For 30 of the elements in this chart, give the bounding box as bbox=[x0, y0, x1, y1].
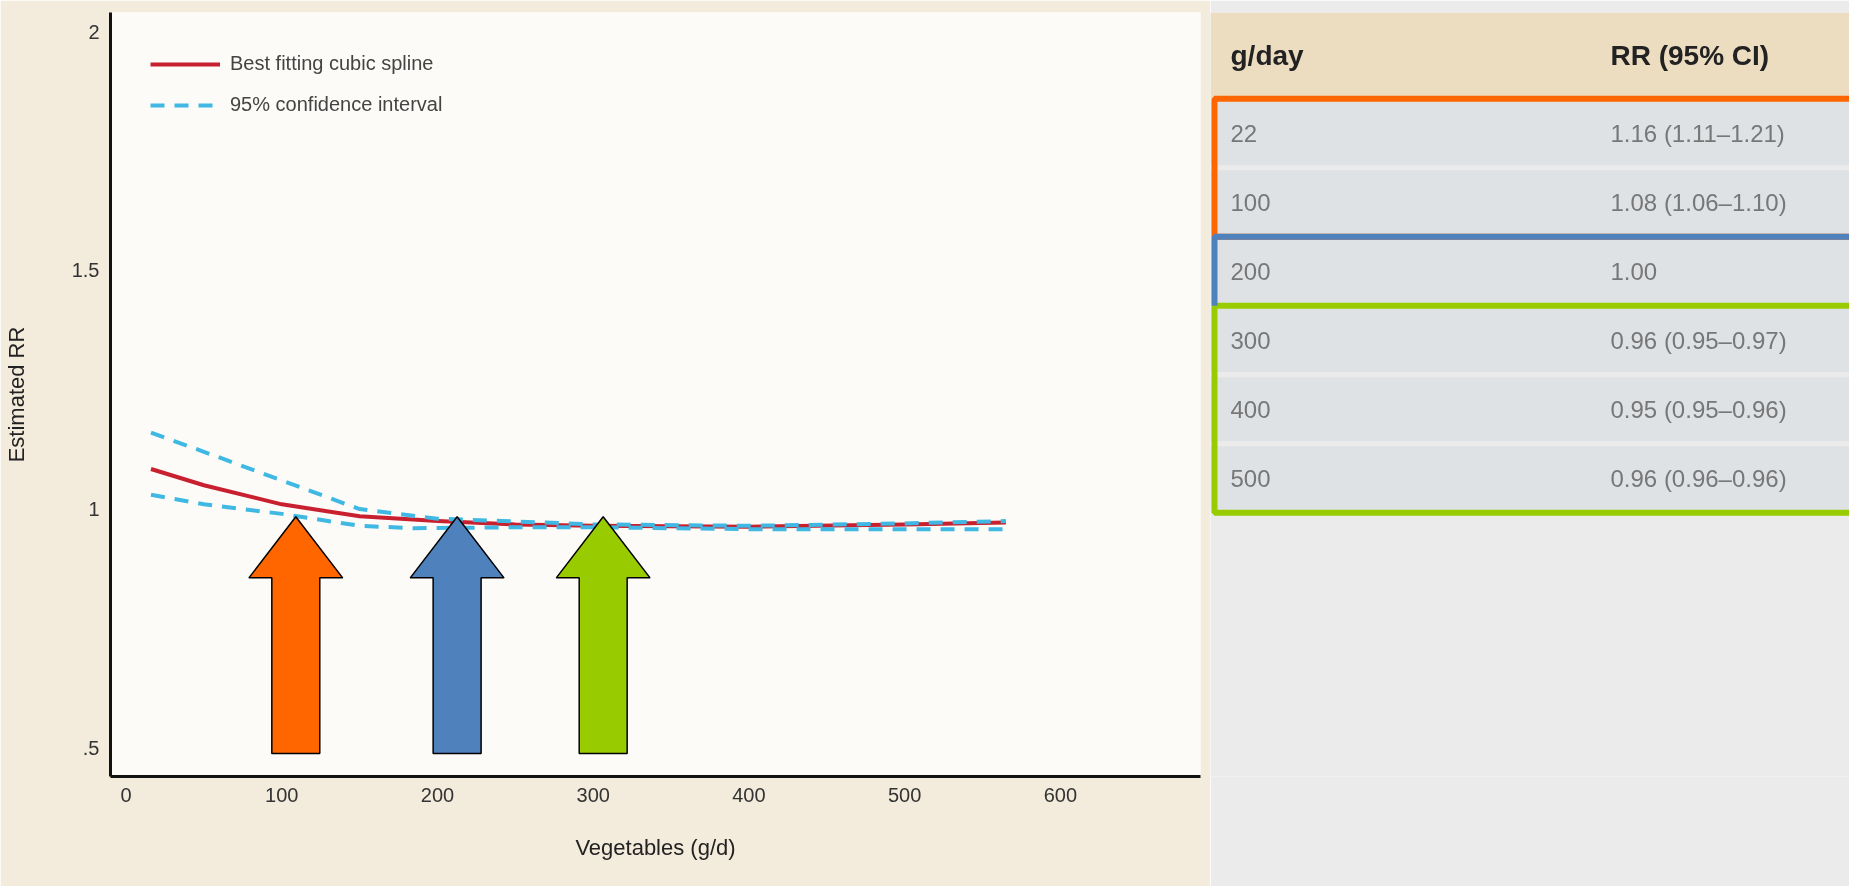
category-label: 300 bbox=[1230, 326, 1271, 354]
x-axis-title: Vegetables (g/d) bbox=[575, 834, 736, 860]
text: 1.08 (1.06–1.10) bbox=[1610, 188, 1787, 216]
text: 0.96 (0.96–0.96) bbox=[1610, 464, 1787, 492]
text: 0.96 (0.95–0.97) bbox=[1610, 326, 1787, 354]
text: 1.16 (1.11–1.21) bbox=[1610, 119, 1785, 147]
y-tick-label: 1 bbox=[88, 498, 100, 521]
text: RR (95% CI) bbox=[1610, 40, 1770, 72]
category-label: 200 bbox=[1230, 257, 1271, 285]
y-axis-title: Estimated RR bbox=[3, 326, 29, 463]
x-tick-label: 100 bbox=[265, 783, 299, 806]
y-tick-label: 1.5 bbox=[71, 259, 100, 282]
text: 0.95 (0.95–0.96) bbox=[1610, 395, 1787, 423]
y-tick-label: .5 bbox=[82, 736, 100, 759]
category-label: 100 bbox=[1230, 188, 1271, 216]
x-tick-label: 400 bbox=[732, 783, 766, 806]
legend-label: Best fitting cubic spline bbox=[230, 52, 434, 75]
x-tick-label: 500 bbox=[887, 783, 922, 806]
line-series bbox=[148, 430, 1008, 528]
text: 1.00 bbox=[1610, 257, 1658, 285]
x-tick-label: 0 bbox=[120, 783, 132, 806]
y-tick-label: 2 bbox=[88, 20, 100, 43]
category-label: 400 bbox=[1230, 395, 1271, 423]
category-label: 500 bbox=[1230, 464, 1271, 492]
x-tick-label: 200 bbox=[420, 783, 455, 806]
x-tick-label: 600 bbox=[1043, 783, 1078, 806]
text: g/day bbox=[1230, 40, 1305, 72]
category-label: 22 bbox=[1230, 119, 1258, 147]
legend-label: 95% confidence interval bbox=[230, 93, 443, 116]
x-tick-label: 300 bbox=[576, 783, 610, 806]
